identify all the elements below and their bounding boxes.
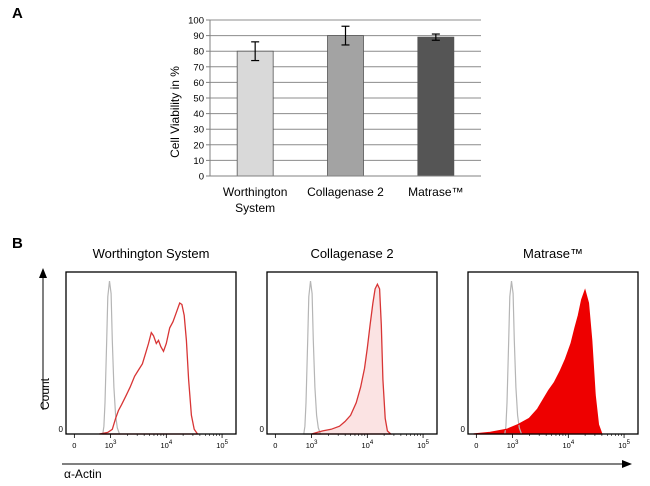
sample-histogram-fill (311, 284, 391, 434)
sample-histogram (311, 282, 393, 435)
tick-exponent: 4 (571, 440, 575, 446)
sample-histogram-fill (473, 290, 602, 434)
sample-histogram (473, 288, 603, 435)
histogram-x-tick-label: 0 (474, 441, 478, 450)
histogram-x-tick-label: 105 (417, 440, 429, 450)
bar (417, 36, 455, 177)
bar-y-tick-label: 80 (193, 47, 204, 58)
histogram-x-tick-label: 105 (216, 440, 228, 450)
count-axis-arrowhead (39, 268, 47, 278)
bar-category-label: Matrase™ (408, 185, 463, 199)
tick-exponent: 4 (169, 440, 173, 446)
histogram-x-tick-label: 0 (72, 441, 76, 450)
bar-y-tick-label: 20 (193, 140, 204, 151)
bar-y-axis-title: Cell Viability in % (168, 66, 182, 158)
alpha-actin-axis-arrowhead (622, 460, 632, 468)
tick-base: 10 (160, 441, 168, 450)
histogram-x-tick-label: 103 (507, 440, 519, 450)
control-histogram (504, 281, 523, 435)
tick-base: 10 (105, 441, 113, 450)
histogram-frame (266, 271, 438, 435)
tick-exponent: 5 (426, 440, 430, 446)
panel-a-label: A (12, 5, 23, 22)
histogram-frame (65, 271, 237, 435)
histogram-y-zero-label: 0 (461, 425, 466, 434)
bar-y-tick-label: 30 (193, 125, 204, 136)
bar-y-tick-label: 50 (193, 94, 204, 105)
bar-series (236, 35, 455, 177)
histogram-y-zero-label: 0 (260, 425, 265, 434)
bar-category-label: Collagenase 2 (307, 185, 384, 199)
bar (327, 35, 364, 177)
bar-y-tick-label: 70 (193, 62, 204, 73)
tick-base: 10 (361, 441, 369, 450)
histogram-y-zero-label: 0 (59, 425, 64, 434)
bar-y-ticks: 0 10 20 30 40 50 60 70 80 90 100 (188, 16, 210, 183)
sample-histogram (99, 301, 199, 435)
tick-base: 10 (306, 441, 314, 450)
tick-base: 10 (562, 441, 570, 450)
bar-y-tick-label: 100 (188, 16, 204, 27)
bar-y-tick-label: 0 (199, 172, 204, 183)
bar-y-tick-label: 40 (193, 109, 204, 120)
bar (236, 50, 274, 177)
histogram-x-tick-label: 0 (273, 441, 277, 450)
alpha-actin-axis-label: α-Actin (64, 467, 102, 481)
tick-base: 10 (507, 441, 515, 450)
tick-base: 10 (417, 441, 425, 450)
bar-x-tick-labels: Worthington System Collagenase 2 Matrase™ (223, 185, 464, 215)
count-axis-label: Count (38, 377, 52, 410)
bar-y-tick-label: 90 (193, 31, 204, 42)
tick-exponent: 5 (225, 440, 229, 446)
histogram-title: Matrase™ (523, 246, 583, 261)
control-histogram (303, 281, 322, 435)
histogram-title: Worthington System (93, 246, 210, 261)
tick-exponent: 3 (113, 440, 117, 446)
bar-category-label: Worthington (223, 185, 287, 199)
tick-base: 0 (474, 441, 478, 450)
panel-b-label: B (12, 235, 23, 252)
histogram-x-tick-label: 104 (160, 440, 172, 450)
histogram-x-tick-label: 103 (105, 440, 117, 450)
tick-base: 0 (273, 441, 277, 450)
tick-base: 10 (216, 441, 224, 450)
tick-exponent: 3 (515, 440, 519, 446)
bar-error-bars (251, 25, 440, 62)
histogram-frame (467, 271, 639, 435)
tick-exponent: 3 (314, 440, 318, 446)
bar-category-label-line2: System (235, 201, 275, 215)
histogram-title: Collagenase 2 (310, 246, 393, 261)
histogram-x-tick-label: 103 (306, 440, 318, 450)
bar-chart: 0 10 20 30 40 50 60 70 80 90 100 Worthington System… (168, 16, 481, 215)
bar-y-tick-label: 10 (193, 156, 204, 167)
tick-exponent: 4 (370, 440, 374, 446)
tick-base: 0 (72, 441, 76, 450)
tick-exponent: 5 (627, 440, 631, 446)
histogram-x-tick-label: 104 (361, 440, 373, 450)
histogram-x-tick-label: 105 (618, 440, 630, 450)
histogram-x-tick-label: 104 (562, 440, 574, 450)
tick-base: 10 (618, 441, 626, 450)
control-histogram (102, 281, 121, 435)
histogram-panel: Collagenase 200 103 104 105 (260, 246, 438, 450)
bar-y-tick-label: 60 (193, 78, 204, 89)
